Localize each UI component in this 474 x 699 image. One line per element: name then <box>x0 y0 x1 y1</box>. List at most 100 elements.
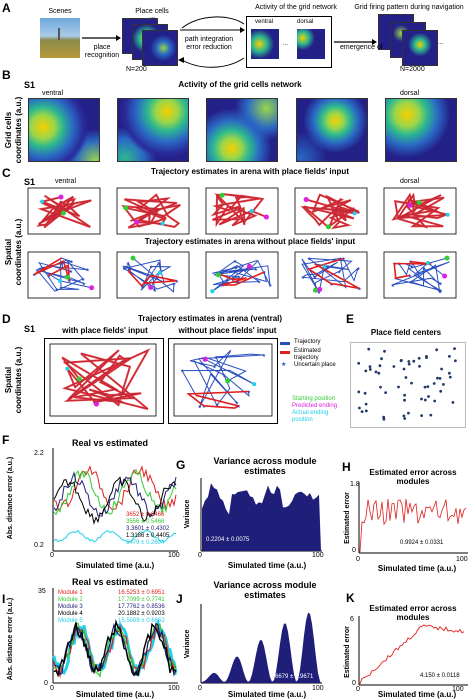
place-field-center <box>442 383 445 386</box>
i-series-5 <box>53 619 177 678</box>
c-without-1-star-icon: ★ <box>82 281 87 287</box>
panel-i-ytick-top: 35 <box>38 588 46 595</box>
panel-d-trajectories: ★★★★★★★★★★★★★★ <box>49 343 273 417</box>
n-grid-label: N=2000 <box>400 66 425 73</box>
panel-b-s1: S1 <box>24 80 36 90</box>
grid-activity-map-4 <box>296 98 368 162</box>
panel-i-value-2: 17.7099 ± 0.7741 <box>118 597 165 603</box>
panel-f-label: F <box>2 433 10 447</box>
panel-b-ylabel: Grid cells coordinates (a.u.) <box>4 96 23 164</box>
scenes-label: Scenes <box>48 8 72 15</box>
c-without-4-star-icon: ★ <box>339 266 344 272</box>
place-field-center <box>382 417 386 421</box>
place-field-center <box>368 365 372 368</box>
panel-d-label: D <box>2 312 11 326</box>
c-with-4-frame <box>294 187 368 235</box>
panel-h-ytick-top: 1.8 <box>350 481 360 488</box>
c-without-3-frame <box>205 251 279 299</box>
j-variance-area <box>202 612 321 683</box>
c-with-5-frame <box>383 187 457 235</box>
h-error-line <box>359 498 467 553</box>
c-without-2-star-icon: ★ <box>172 282 177 288</box>
place-field-center <box>404 376 408 379</box>
place-field-center <box>440 367 443 371</box>
panel-i-value-3: 17.7762 ± 0.8536 <box>118 604 165 610</box>
c-with-3-predicted-marker <box>263 214 269 220</box>
n-place-label: N=200 <box>126 66 147 73</box>
panel-i-plot <box>52 588 178 684</box>
c-without-4-predicted-marker <box>317 286 323 292</box>
place-field-center <box>407 411 410 415</box>
panel-k-xlabel: Simulated time (a.u.) <box>377 690 457 699</box>
c-without-4-star-icon: ★ <box>356 266 361 272</box>
panel-g-xlabel: Simulated time (a.u.) <box>227 561 307 570</box>
scene-image <box>40 18 80 58</box>
c-without-1-start-marker <box>64 274 70 280</box>
panel-c-ylabel: Spatial coordinates (a.u.) <box>4 218 23 286</box>
grid-ventral-label: ventral <box>255 19 274 25</box>
c-with-3-start-marker <box>219 192 225 198</box>
place-field-center <box>360 410 364 413</box>
panel-c-title-with: Trajectory estimates in arena with place… <box>151 167 349 176</box>
c-without-4-actual-marker <box>322 264 327 269</box>
place-field-center <box>448 375 452 379</box>
c-without-4-star-icon: ★ <box>317 290 322 296</box>
panel-h-xlabel: Simulated time (a.u.) <box>377 564 457 573</box>
panel-e-title: Place field centers <box>370 328 442 337</box>
f-series-4 <box>53 476 177 525</box>
c-without-4-star-icon: ★ <box>337 269 342 275</box>
place-field-center <box>426 385 430 388</box>
place-field-center <box>358 406 361 410</box>
c-with-3-actual-marker <box>249 208 254 213</box>
c-with-1-frame <box>27 187 101 235</box>
d-without-star-icon: ★ <box>236 404 241 410</box>
place-field-center <box>418 364 421 368</box>
c-without-1-star-icon: ★ <box>60 261 65 267</box>
place-field-center <box>453 347 456 350</box>
panel-f-ylabel: Abs. distance error (a.u.) <box>7 456 14 540</box>
place-field-box <box>350 342 466 428</box>
panel-f-value-3: 3.3601 ± 0.4302 <box>126 526 170 532</box>
c-without-3-start-marker <box>215 272 221 278</box>
c-without-4-star-icon: ★ <box>341 256 346 262</box>
panel-d-with: with place fields' input <box>62 326 148 335</box>
panel-f-title: Real vs estimated <box>71 438 149 448</box>
c-without-2-star-icon: ★ <box>122 267 127 273</box>
c-with-3-estimated <box>210 193 267 228</box>
panel-e-label: E <box>346 312 355 326</box>
d-without-actual-marker <box>252 382 257 387</box>
place-cells-label: Place cells <box>135 8 169 15</box>
pi-error-label: path integration error reduction <box>184 36 234 51</box>
place-field-center <box>403 393 406 397</box>
panel-f-plot <box>52 448 178 552</box>
place-field-center <box>410 381 413 385</box>
legend-trajectory-swatch <box>280 342 290 345</box>
d-without-star-icon: ★ <box>214 355 219 361</box>
d-without-star-icon: ★ <box>235 400 240 406</box>
panel-g-label: G <box>176 458 186 472</box>
c-without-5-star-icon: ★ <box>416 271 421 277</box>
d-without-start-marker <box>225 378 231 384</box>
c-without-2-star-icon: ★ <box>124 265 129 271</box>
c-without-4-star-icon: ★ <box>357 286 362 292</box>
panel-c-label: C <box>2 166 11 180</box>
panel-c-dorsal: dorsal <box>400 178 420 185</box>
c-without-5-frame <box>383 251 457 299</box>
d-without-frame <box>173 343 273 417</box>
emergence-label: emergence of <box>340 44 383 51</box>
panel-j-xlabel: Simulated time (a.u.) <box>227 690 307 699</box>
panel-h-value: 0.9924 ± 0.0331 <box>400 540 444 546</box>
c-without-4-start-marker <box>312 287 318 293</box>
c-without-1-star-icon: ★ <box>35 268 40 274</box>
c-without-3-star-icon: ★ <box>231 277 236 283</box>
grid-pattern-dots: ... <box>438 40 444 46</box>
place-field-center <box>429 413 433 417</box>
panel-k-xtick-0: 0 <box>356 686 360 693</box>
place-field-center <box>435 348 439 352</box>
c-with-2-estimated <box>121 193 181 229</box>
place-field-center <box>407 360 411 363</box>
panel-i-label: I <box>2 592 6 606</box>
c-without-5-star-icon: ★ <box>438 281 443 287</box>
legend-uncertain: Uncertain place <box>294 362 336 368</box>
c-without-4-frame <box>294 251 368 299</box>
